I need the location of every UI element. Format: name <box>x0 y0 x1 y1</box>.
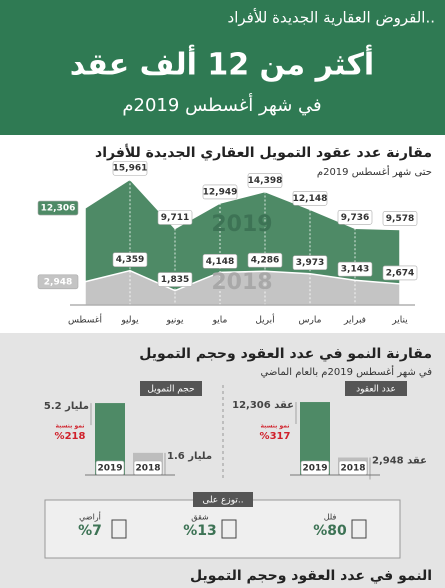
x-tick-label: يوليو <box>120 316 139 326</box>
data-label: 9,711 <box>161 213 189 223</box>
panel-title: عدد العقود <box>356 385 396 395</box>
share-icon <box>221 519 237 539</box>
data-label: 14,398 <box>248 176 283 186</box>
data-label: 3,973 <box>296 258 324 268</box>
data-label: 2018 <box>340 464 365 474</box>
growth-note: نمو بنسبة <box>55 423 84 430</box>
section-title: مقارنة النمو في عدد العقود وحجم التمويل <box>139 346 432 362</box>
growth-note: %218 <box>55 431 86 442</box>
label-box <box>37 274 79 290</box>
share-name: فلل <box>324 513 337 522</box>
subline: في شهر أغسطس 2019م <box>122 93 321 116</box>
x-tick-label: أبريل <box>255 314 274 326</box>
data-label: 4,148 <box>206 257 234 267</box>
data-label: 2,674 <box>386 268 414 278</box>
label-box <box>382 211 418 226</box>
kicker: القروض العقارية الجديدة للأفراد.. <box>228 8 435 27</box>
share-value: %13 <box>183 523 217 539</box>
shares-tag <box>193 492 253 507</box>
data-label: 2019 <box>97 464 122 474</box>
shares-title: توزع على.. <box>202 496 243 506</box>
label-box <box>247 173 283 188</box>
data-label: 9,578 <box>386 214 414 224</box>
x-tick-label: مايو <box>212 316 228 326</box>
data-label: 2018 <box>135 464 160 474</box>
data-label: 12,306 <box>41 204 76 214</box>
data-label: 2,948 <box>44 277 72 287</box>
header-bg <box>0 0 445 135</box>
section-subtitle: في شهر أغسطس 2019م بالعام الماضي <box>261 365 433 378</box>
label-box <box>292 190 328 206</box>
headline: أكثر من 12 ألف عقد <box>70 45 374 83</box>
label-box <box>382 265 418 281</box>
label-box <box>37 200 79 216</box>
label-box <box>337 261 373 277</box>
share-value: %80 <box>313 523 347 539</box>
label-box <box>157 272 193 287</box>
share-icon <box>351 519 367 539</box>
label-box <box>112 252 148 267</box>
panel-title: حجم التمويل <box>147 385 194 395</box>
x-tick-label: مارس <box>299 316 322 326</box>
x-tick-label: يناير <box>391 316 408 326</box>
share-value: %7 <box>78 523 102 539</box>
growth-note: نمو بنسبة <box>260 423 289 430</box>
share-icon <box>111 519 127 539</box>
data-label: 2019 <box>302 464 327 474</box>
label-box <box>112 160 148 176</box>
label-box <box>292 255 328 270</box>
panel-tag <box>345 381 407 396</box>
data-label: 1,835 <box>161 275 189 285</box>
label-box <box>202 184 238 200</box>
data-label: 4,359 <box>116 255 144 265</box>
series-name: 2019 <box>211 212 272 237</box>
data-label: 12,949 <box>203 187 238 197</box>
data-label: 12,148 <box>293 194 328 204</box>
x-tick-label: أغسطس <box>68 314 102 326</box>
data-label: 9,736 <box>341 213 369 223</box>
value-label: 12,306 عقد <box>232 400 294 411</box>
footer-title: النمو في عدد العقود وحجم التمويل <box>190 568 432 584</box>
x-tick-label: يونيو <box>165 316 184 326</box>
series-name: 2018 <box>211 270 272 295</box>
label-box <box>247 252 283 268</box>
data-label: 15,961 <box>113 164 148 174</box>
x-tick-label: فبراير <box>343 316 366 326</box>
chart-title: مقارنة عدد عقود التمويل العقاري الجديدة … <box>95 144 432 162</box>
label-box <box>157 210 193 225</box>
chart-subtitle: حتى شهر أغسطس 2019م <box>317 165 432 178</box>
growth-note: %317 <box>260 431 291 442</box>
share-name: شقق <box>191 513 209 522</box>
value-label: 5.2 مليار <box>44 401 89 412</box>
label-box <box>202 254 238 269</box>
value-label: 2,948 عقد <box>372 456 427 467</box>
label-box <box>337 209 373 225</box>
value-label: 1.6 مليار <box>167 451 212 462</box>
share-name: أراضي <box>79 512 101 522</box>
data-label: 4,286 <box>251 256 279 266</box>
data-label: 3,143 <box>341 265 369 275</box>
panel-tag <box>140 381 202 396</box>
